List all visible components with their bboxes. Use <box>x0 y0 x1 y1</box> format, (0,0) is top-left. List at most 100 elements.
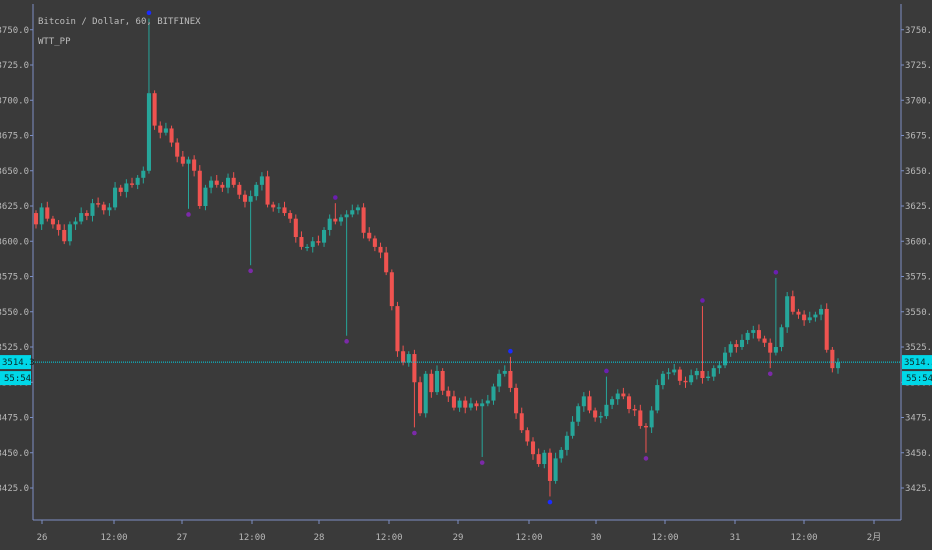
left-countdown-tag <box>0 371 31 386</box>
candle-body <box>570 421 575 436</box>
y-tick-label: 3750.0 <box>0 26 29 36</box>
candle-body <box>576 406 581 422</box>
candle-body <box>242 194 248 202</box>
y-tick-label: 3425.0 <box>905 484 932 494</box>
candles <box>33 18 841 497</box>
candle-body <box>480 403 485 407</box>
y-tick-label: 3425.0 <box>0 484 29 494</box>
candle-body <box>378 246 383 253</box>
candle-body <box>333 218 338 222</box>
candle-body <box>734 344 739 347</box>
candle-body <box>807 317 812 321</box>
y-tick-label: 3700.0 <box>0 96 29 106</box>
candle-body <box>649 410 654 428</box>
candle-body <box>384 252 389 273</box>
pivot-marker <box>547 499 553 505</box>
x-tick-label: 27 <box>177 533 188 543</box>
candle-body <box>497 373 502 387</box>
y-tick-label: 3475.0 <box>905 414 932 424</box>
x-tick-label: 12:00 <box>651 533 678 543</box>
candle-body <box>723 352 728 366</box>
candle-body <box>355 207 360 211</box>
candle-body <box>96 203 101 205</box>
pivot-marker <box>479 460 485 465</box>
left-countdown-text: 55:54 <box>4 374 31 384</box>
candle-body <box>169 128 174 143</box>
candle-body <box>79 213 84 222</box>
candle-body <box>124 183 129 192</box>
candle-body <box>73 221 78 225</box>
candle-body <box>451 396 456 408</box>
y-tick-label: 3600.0 <box>0 237 29 247</box>
candle-body <box>638 410 643 426</box>
pivot-marker <box>146 10 152 16</box>
candle-body <box>666 372 671 374</box>
pivot-marker <box>333 195 338 200</box>
candle-body <box>598 416 603 418</box>
candle-body <box>209 180 214 188</box>
indicator-label[interactable]: WTT_PP <box>38 37 71 47</box>
pivot-marker <box>773 269 779 275</box>
candle-body <box>367 232 372 239</box>
x-tick-label: 12:00 <box>238 533 265 543</box>
candle-body <box>203 187 208 206</box>
candle-body <box>175 142 180 157</box>
candle-body <box>677 369 682 381</box>
time-axis[interactable]: 26 12:00 27 12:00 28 12:00 29 12:00 30 12:00 31 12:… <box>37 520 882 543</box>
candle-body <box>90 203 95 216</box>
pivot-marker <box>248 268 253 274</box>
left-price-axis[interactable]: 3425.03450.03475.03500.03525.03550.03575… <box>0 26 33 494</box>
left-price-tag <box>0 355 31 370</box>
candle-body <box>186 159 191 164</box>
candle-body <box>429 373 434 393</box>
candle-body <box>372 238 377 247</box>
y-tick-label: 3600.0 <box>905 237 932 247</box>
candle-body <box>474 403 479 407</box>
last-price-line: 3514.3 55:54 3514.3 55:54 <box>0 355 932 386</box>
candle-body <box>231 177 236 185</box>
y-tick-label: 3525.0 <box>905 343 932 353</box>
candle-body <box>689 375 694 383</box>
candle-body <box>728 344 733 353</box>
candle-body <box>293 218 298 238</box>
candle-body <box>632 409 637 411</box>
candle-body <box>790 296 795 312</box>
candle-body <box>50 218 55 225</box>
x-tick-label: 2月 <box>867 532 881 543</box>
candle-body <box>259 176 264 185</box>
y-tick-label: 3700.0 <box>905 96 932 106</box>
candle-body <box>525 430 530 442</box>
candle-body <box>344 214 349 218</box>
candle-body <box>310 241 315 247</box>
candle-body <box>45 207 50 219</box>
candle-body <box>547 452 552 481</box>
candle-body <box>434 370 440 393</box>
candle-body <box>135 177 140 185</box>
candle-body <box>33 213 39 225</box>
candle-body <box>146 93 151 171</box>
candle-body <box>485 400 490 404</box>
pivot-marker <box>767 371 773 377</box>
pivot-marker <box>643 456 649 461</box>
candle-body <box>440 370 445 391</box>
candle-body <box>180 156 185 164</box>
right-price-tag <box>902 355 932 370</box>
candle-body <box>406 354 411 363</box>
candle-body <box>412 354 417 383</box>
candle-body <box>152 93 157 126</box>
candle-body <box>779 327 784 347</box>
x-tick-label: 31 <box>730 533 741 543</box>
candle-body <box>768 342 773 353</box>
candle-body <box>643 425 649 428</box>
y-tick-label: 3450.0 <box>0 449 29 459</box>
candle-body <box>773 347 778 353</box>
candle-body <box>830 349 835 369</box>
candle-body <box>542 452 547 465</box>
y-tick-label: 3725.0 <box>0 61 29 71</box>
right-countdown-tag <box>902 371 932 386</box>
candle-body <box>299 237 304 247</box>
candle-body <box>254 184 259 197</box>
x-tick-label: 29 <box>453 533 464 543</box>
y-tick-label: 3525.0 <box>0 343 29 353</box>
